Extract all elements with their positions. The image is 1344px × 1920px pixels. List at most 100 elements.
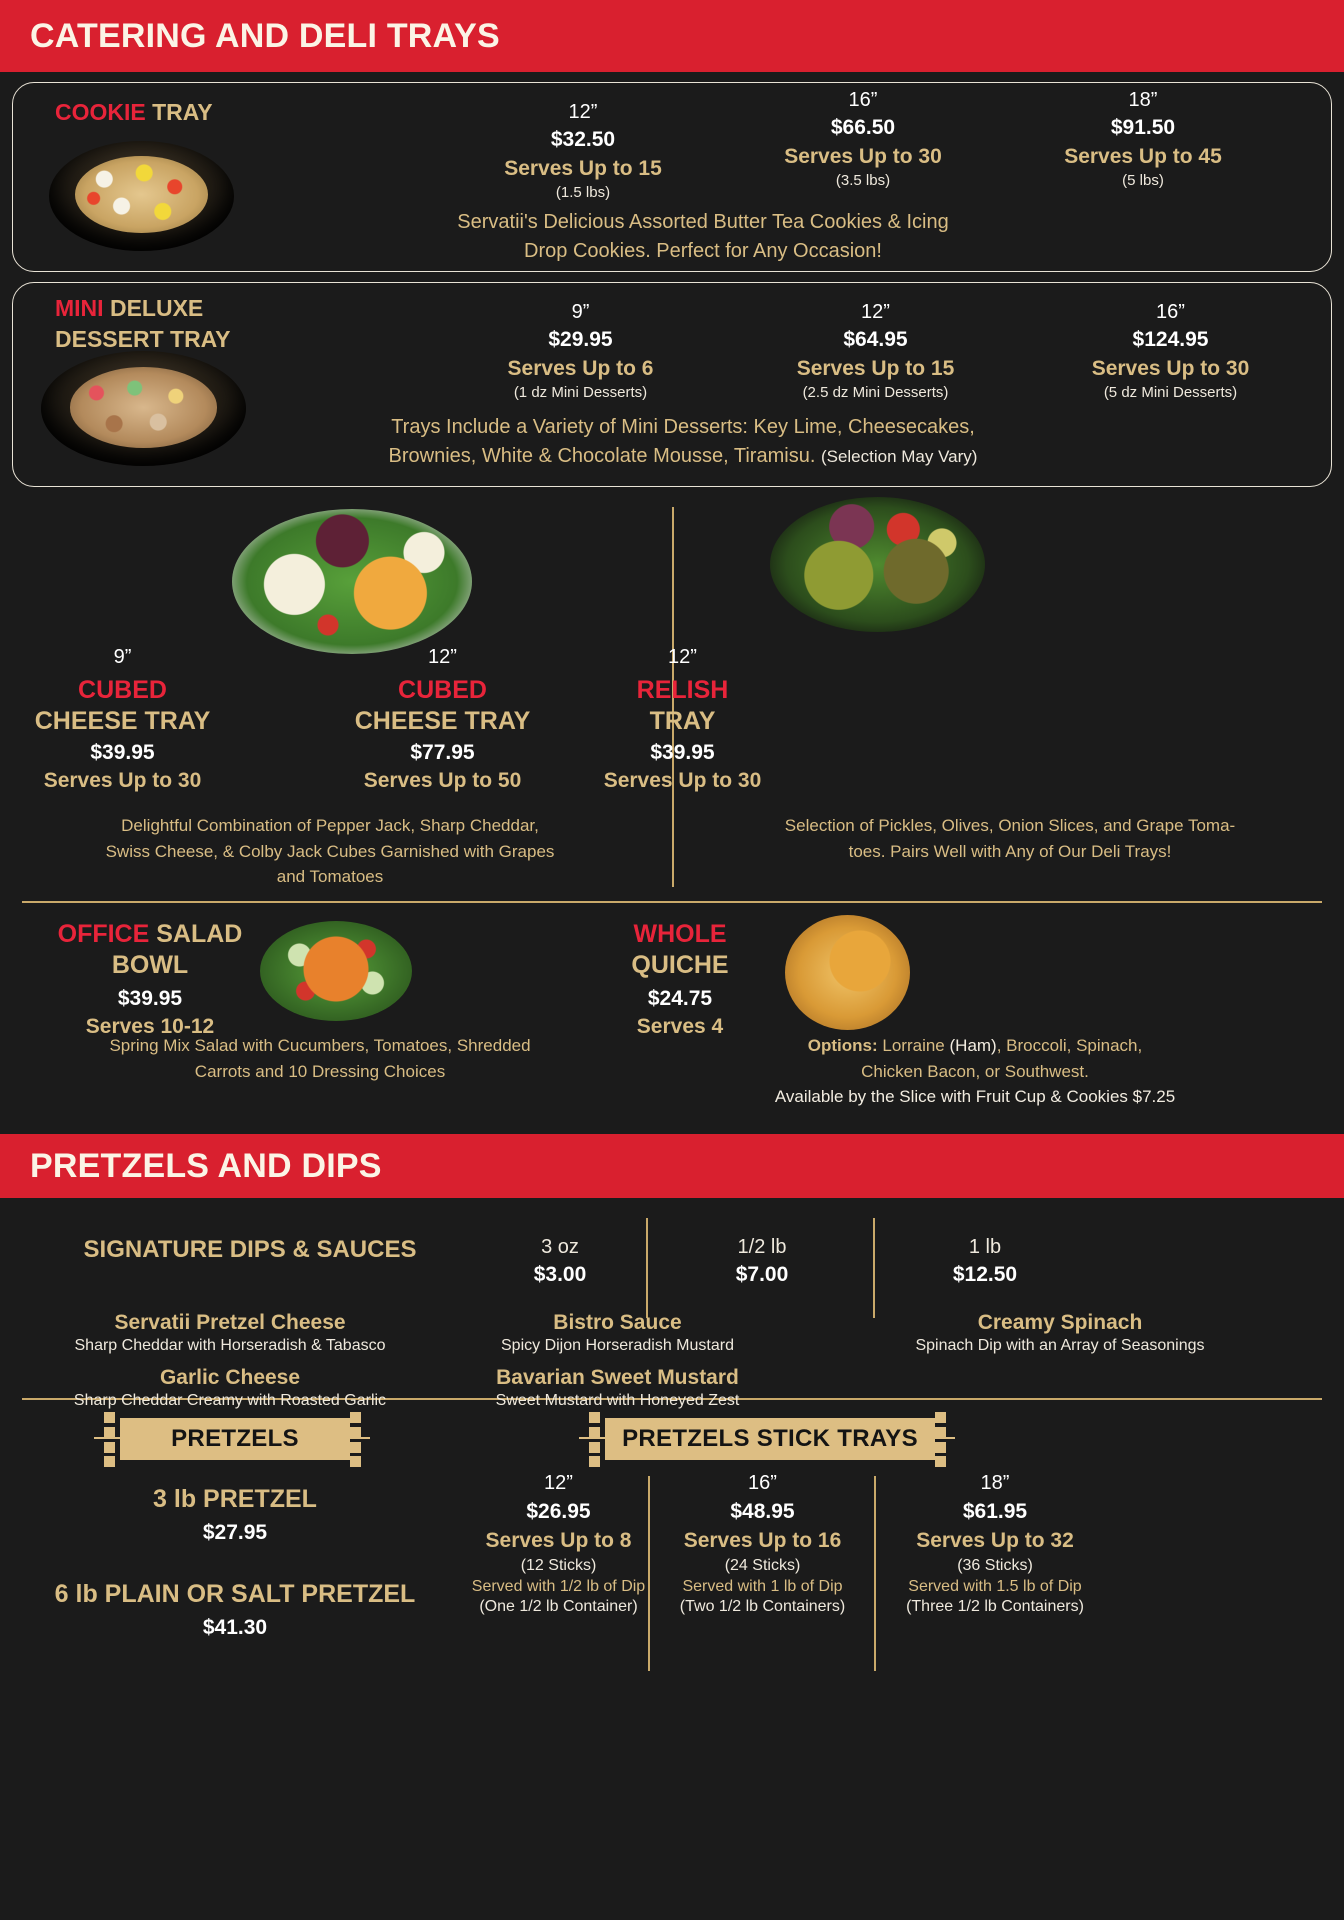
- salad-price: $39.95: [117, 986, 183, 1010]
- dessert-title-red: MINI: [55, 295, 104, 321]
- dessert-tray-card: MINI DELUXE DESSERT TRAY 9” $29.95 Serve…: [12, 282, 1332, 487]
- dessert-price-col-12: 12” $64.95 Serves Up to 15 (2.5 dz Mini …: [728, 301, 1023, 401]
- salad-desc-line1: Spring Mix Salad with Cucumbers, Tomatoe…: [109, 1036, 531, 1055]
- cheese-price-9: $39.95: [90, 741, 155, 764]
- pretzel-name-6lb: 6 lb PLAIN OR SALT PRETZEL: [54, 1580, 416, 1608]
- quiche-options-1b: (Ham): [949, 1036, 997, 1055]
- quiche-options-line1: Options: Lorraine (Ham), Broccoli, Spina…: [620, 1033, 1330, 1059]
- dip-size-halflb: 1/2 lb $7.00: [672, 1236, 852, 1287]
- cookie-price-col-12: 12” $32.50 Serves Up to 15 (1.5 lbs): [443, 101, 723, 201]
- stick-size-18: 18”: [980, 1472, 1010, 1494]
- relish-name: RELISH TRAY: [585, 675, 780, 736]
- cheese-desc-line1: Delightful Combination of Pepper Jack, S…: [121, 816, 539, 835]
- relish-price: $39.95: [650, 741, 715, 764]
- dip-price-1lb: $12.50: [952, 1263, 1018, 1286]
- cookie-tray-price-row: 12” $32.50 Serves Up to 15 (1.5 lbs) 16”…: [443, 89, 1323, 201]
- quiche-options-1a: Lorraine: [882, 1036, 950, 1055]
- dessert-serves-16: Serves Up to 30: [1091, 357, 1250, 380]
- mid-vertical-divider: [672, 507, 674, 887]
- cheese-name-9-gold: CHEESE TRAY: [34, 706, 211, 735]
- dips-region: SIGNATURE DIPS & SAUCES 3 oz $3.00 1/2 l…: [0, 1198, 1344, 1409]
- cookie-tray-card: COOKIE TRAY 12” $32.50 Serves Up to 15 (…: [12, 82, 1332, 272]
- dip-column-2: Bistro Sauce Spicy Dijon Horseradish Mus…: [425, 1311, 810, 1410]
- relish-serves: Serves Up to 30: [603, 769, 762, 792]
- cookie-tray-photo: [49, 141, 234, 251]
- dip-name-2: Garlic Cheese: [159, 1366, 301, 1389]
- dessert-desc-line2: Brownies, White & Chocolate Mousse, Tira…: [388, 445, 816, 467]
- salad-quiche-top-rule: [22, 901, 1322, 903]
- quiche-options-line2: Chicken Bacon, or Southwest.: [861, 1061, 1089, 1081]
- pretzels-banner-title: PRETZELS AND DIPS: [30, 1146, 382, 1185]
- pretzels-ribbon-label: PRETZELS: [171, 1425, 299, 1452]
- dessert-note-16: (5 dz Mini Desserts): [1103, 384, 1238, 401]
- cheese-tray-description: Delightful Combination of Pepper Jack, S…: [30, 813, 630, 890]
- salad-name: OFFICE SALAD BOWL: [30, 919, 270, 982]
- cookie-serves-18: Serves Up to 45: [1064, 145, 1222, 168]
- stick-divider-1: [648, 1476, 650, 1671]
- dessert-price-9: $29.95: [548, 328, 613, 351]
- stick-divider-2: [874, 1476, 876, 1671]
- dessert-serves-12: Serves Up to 15: [796, 357, 955, 380]
- cheese-name-9-red: CUBED: [78, 676, 167, 704]
- cookie-note-12: (1.5 lbs): [555, 184, 611, 201]
- cheese-name-12: CUBED CHEESE TRAY: [345, 675, 540, 736]
- cheese-price-12: $77.95: [410, 741, 475, 764]
- stick-price-16: $48.95: [730, 1500, 795, 1523]
- dip-name-3: Bistro Sauce: [553, 1311, 682, 1334]
- dessert-title-gold: DELUXE: [109, 295, 204, 321]
- dessert-price-16: $124.95: [1132, 328, 1209, 351]
- dip-name-5: Creamy Spinach: [977, 1311, 1143, 1334]
- cubed-cheese-tray-12: 12” CUBED CHEESE TRAY $77.95 Serves Up t…: [345, 646, 540, 793]
- cheese-size-9: 9”: [113, 646, 132, 668]
- relish-name-gold: TRAY: [649, 706, 716, 735]
- pretzel-name-3lb: 3 lb PRETZEL: [153, 1485, 317, 1513]
- stick-serves-12: Serves Up to 8: [485, 1529, 632, 1552]
- cheese-name-9: CUBED CHEESE TRAY: [25, 675, 220, 736]
- cookie-size-16: 16”: [848, 89, 878, 111]
- quiche-price: $24.75: [647, 986, 713, 1010]
- dip-size-label-halflb: 1/2 lb: [737, 1236, 787, 1258]
- salad-name-gold: SALAD: [156, 920, 243, 948]
- pretzel-price-6lb: $41.30: [202, 1616, 268, 1639]
- cookie-tray-description: Servatii's Delicious Assorted Butter Tea…: [313, 208, 1093, 266]
- whole-quiche-block: WHOLE QUICHE $24.75 Serves 4: [570, 919, 790, 1039]
- cookie-desc-line1: Servatii's Delicious Assorted Butter Tea…: [457, 211, 949, 233]
- cheese-name-12-gold: CHEESE TRAY: [354, 706, 531, 735]
- dip-desc-2: Sharp Cheddar Creamy with Roasted Garlic: [73, 1392, 387, 1409]
- salad-quiche-region: OFFICE SALAD BOWL $39.95 Serves 10-12 Sp…: [0, 903, 1344, 1128]
- cookie-serves-12: Serves Up to 15: [504, 157, 662, 180]
- dessert-size-16: 16”: [1156, 301, 1185, 323]
- relish-tray-block: 12” RELISH TRAY $39.95 Serves Up to 30: [585, 646, 780, 793]
- cookie-price-col-18: 18” $91.50 Serves Up to 45 (5 lbs): [1003, 89, 1283, 201]
- relish-size: 12”: [668, 646, 697, 668]
- dessert-size-9: 9”: [571, 301, 590, 323]
- dessert-price-12: $64.95: [843, 328, 908, 351]
- stick-dip-18: Served with 1.5 lb of Dip: [908, 1578, 1082, 1595]
- catering-banner-title: CATERING AND DELI TRAYS: [30, 16, 500, 55]
- cookie-price-16: $66.50: [830, 116, 896, 139]
- dips-divider-1: [646, 1218, 648, 1318]
- cheese-desc-line3: and Tomatoes: [276, 867, 384, 886]
- ribbon-right-deco-icon: [340, 1410, 370, 1468]
- dip-desc-3: Spicy Dijon Horseradish Mustard: [501, 1337, 734, 1354]
- cubed-cheese-tray-photo: [232, 509, 472, 654]
- cookie-price-18: $91.50: [1110, 116, 1176, 139]
- cheese-name-12-red: CUBED: [398, 676, 487, 704]
- dip-desc-1: Sharp Cheddar with Horseradish & Tabasco: [74, 1337, 386, 1354]
- dessert-title-line2: DESSERT TRAY: [55, 326, 231, 353]
- quiche-serves: Serves 4: [636, 1014, 724, 1038]
- stick-container-12: (One 1/2 lb Container): [479, 1598, 638, 1615]
- dessert-price-col-9: 9” $29.95 Serves Up to 6 (1 dz Mini Dess…: [433, 301, 728, 401]
- cookie-tray-title-gold: TRAY: [152, 99, 213, 125]
- dip-size-1lb: 1 lb $12.50: [895, 1236, 1075, 1287]
- pretzel-item-6lb: 6 lb PLAIN OR SALT PRETZEL $41.30: [10, 1580, 460, 1640]
- pretzels-section-banner: PRETZELS AND DIPS: [0, 1134, 1344, 1198]
- pretzel-stick-trays-ribbon: PRETZELS STICK TRAYS: [579, 1412, 955, 1467]
- relish-tray-photo: [770, 497, 985, 632]
- salad-name-line2: BOWL: [111, 951, 189, 980]
- cheese-serves-12: Serves Up to 50: [363, 769, 522, 792]
- salad-serves: Serves 10-12: [85, 1014, 215, 1038]
- dessert-note-12: (2.5 dz Mini Desserts): [802, 384, 949, 401]
- dip-price-3oz: $3.00: [533, 1263, 587, 1286]
- dip-name-1: Servatii Pretzel Cheese: [114, 1311, 346, 1334]
